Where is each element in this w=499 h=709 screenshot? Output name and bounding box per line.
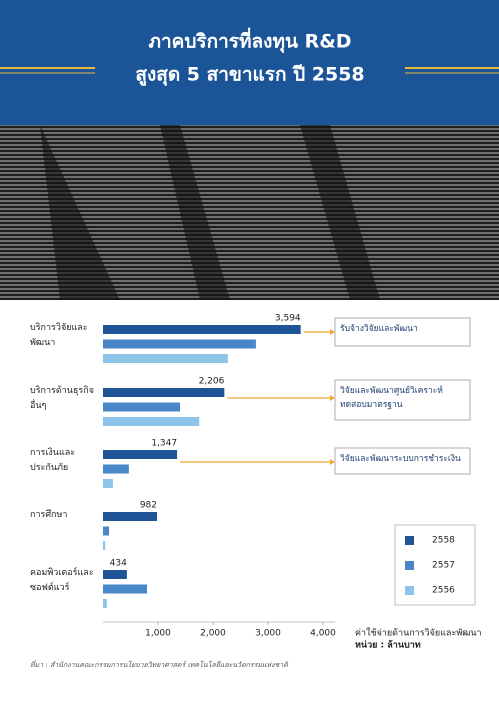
x-tick-label: 1,000 xyxy=(145,629,171,639)
category-label-box: การศึกษา xyxy=(30,510,68,520)
x-axis-label: ค่าใช้จ่ายด้านการวิจัยและพัฒนา xyxy=(355,628,482,639)
bar xyxy=(103,599,107,608)
header xyxy=(0,0,499,125)
bar xyxy=(103,584,147,594)
bar xyxy=(103,402,180,412)
bar xyxy=(103,417,200,426)
bar xyxy=(103,325,301,334)
annotation-box xyxy=(334,379,471,421)
annotation-box xyxy=(334,447,471,475)
legend-swatch xyxy=(405,561,414,570)
legend-swatch xyxy=(405,536,414,545)
value-label: 1,347 xyxy=(151,439,177,449)
bar xyxy=(103,354,228,363)
category-label: บริการวิจัยและพัฒนา xyxy=(30,323,88,348)
arrow-head xyxy=(330,395,335,401)
category-label: คอมพิวเตอร์และซอฟต์แวร์ xyxy=(30,568,94,593)
bar xyxy=(103,339,256,349)
arrow-head xyxy=(330,459,335,465)
title: ภาคบริการที่ลงทุน R&D xyxy=(148,28,351,54)
category-label: บริการด้านธุรกิจอื่นๆ xyxy=(30,386,94,411)
category-label-box: บริการด้านธุรกิจอื่นๆ xyxy=(30,386,94,411)
bar xyxy=(103,570,127,579)
value-label: 982 xyxy=(140,501,157,511)
bar xyxy=(103,512,158,521)
category-label: การเงินและประกันภัย xyxy=(30,448,76,473)
bar xyxy=(103,388,225,397)
x-tick-label: 3,000 xyxy=(255,629,281,639)
bar xyxy=(103,464,129,474)
value-label: 3,594 xyxy=(275,314,301,324)
category-label-box: คอมพิวเตอร์และซอฟต์แวร์ xyxy=(30,568,94,593)
photo-shade xyxy=(40,125,380,300)
arrow-head xyxy=(330,329,335,335)
category-label-box: การเงินและประกันภัย xyxy=(30,448,76,473)
legend-box xyxy=(394,524,476,606)
annotation-box: วิจัยและพัฒนาศูนย์วิเคราะห์ทดสอบมาตรฐาน xyxy=(340,386,443,410)
value-label: 434 xyxy=(110,559,127,569)
annotation-box: วิจัยและพัฒนาระบบการชำระเงิน xyxy=(340,454,461,464)
legend-label: 2558 xyxy=(432,536,455,546)
legend-label: 2556 xyxy=(432,586,455,596)
bar xyxy=(103,526,110,536)
annotation: วิจัยและพัฒนาระบบการชำระเงิน xyxy=(340,454,461,464)
category-label-box: บริการวิจัยและพัฒนา xyxy=(30,323,88,348)
bar xyxy=(103,450,178,459)
x-axis-label: หน่วย : ล้านบาท xyxy=(355,640,421,651)
annotation-box: รับจ้างวิจัยและพัฒนา xyxy=(340,324,418,334)
value-label: 2,206 xyxy=(199,377,225,387)
bar xyxy=(103,479,113,488)
x-tick-label: 4,000 xyxy=(310,629,336,639)
category-label: การศึกษา xyxy=(30,510,68,520)
title: สูงสุด 5 สาขาแรก ปี 2558 xyxy=(135,64,364,87)
bar xyxy=(103,541,106,550)
annotation: วิจัยและพัฒนาศูนย์วิเคราะห์ทดสอบมาตรฐาน xyxy=(340,386,443,410)
legend-label: 2557 xyxy=(432,561,455,571)
annotation: รับจ้างวิจัยและพัฒนา xyxy=(340,324,418,334)
source: ที่มา : สำนักงานคณะกรรมการนโยบายวิทยาศาส… xyxy=(30,659,289,669)
x-tick-label: 2,000 xyxy=(200,629,226,639)
legend-swatch xyxy=(405,586,414,595)
